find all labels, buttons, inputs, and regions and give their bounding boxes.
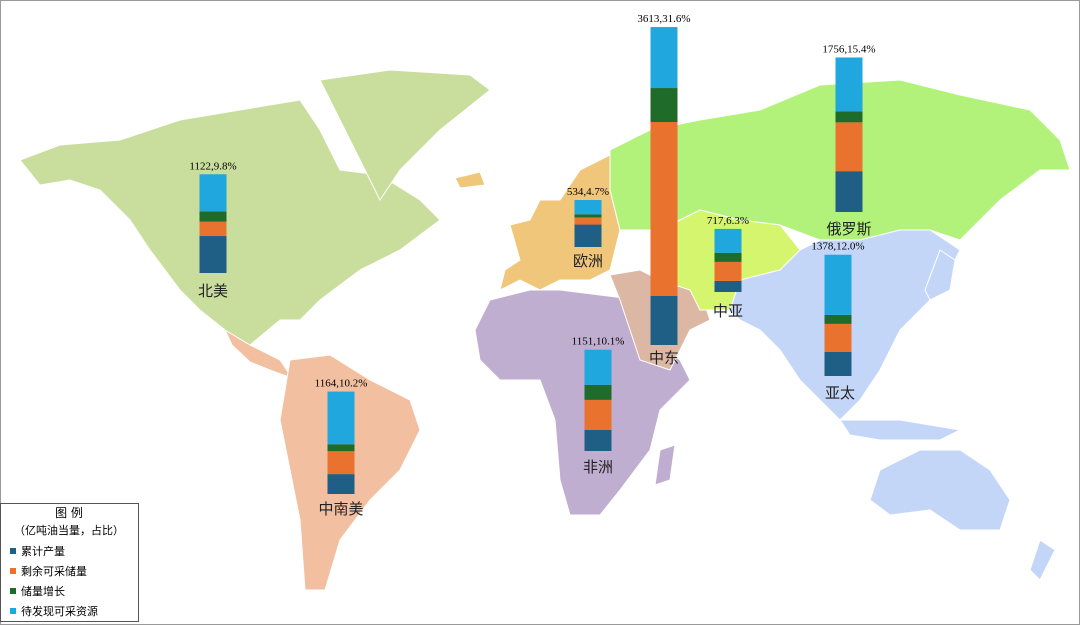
islands	[839, 419, 962, 441]
bar-segment	[824, 323, 852, 352]
bar-segment	[650, 88, 678, 123]
iceland	[454, 171, 486, 189]
bar-segment	[714, 252, 742, 262]
region-name: 中亚	[713, 302, 743, 320]
total-label: 1122,9.8%	[189, 160, 236, 172]
region-name: 俄罗斯	[826, 220, 871, 238]
bar-segment	[327, 451, 355, 475]
bar-segment	[714, 280, 742, 292]
bar-segment	[835, 111, 863, 123]
bar-segment	[574, 217, 602, 225]
bar-segment	[835, 122, 863, 172]
bar-segment	[199, 236, 227, 273]
bar-segment	[574, 214, 602, 218]
legend-box	[0, 503, 139, 622]
bar-segment	[584, 429, 612, 451]
region-name: 中南美	[318, 500, 363, 518]
japan	[924, 249, 956, 301]
bar-segment	[650, 295, 678, 345]
region-name: 中东	[649, 349, 679, 367]
legend-title: 图 例	[55, 506, 83, 520]
legend-swatch	[10, 568, 16, 574]
bar-segment	[824, 351, 852, 376]
bar-segment	[327, 474, 355, 494]
total-label: 1164,10.2%	[315, 378, 368, 390]
bar-segment	[714, 228, 742, 253]
bar-segment	[327, 444, 355, 452]
bar-segment	[824, 314, 852, 324]
bar-segment	[650, 122, 678, 296]
bar-segment	[650, 27, 678, 89]
bar-segment	[574, 224, 602, 247]
legend-swatch	[10, 608, 16, 614]
bar-segment	[199, 221, 227, 237]
greenland	[319, 69, 491, 201]
legend-label: 累计产量	[21, 544, 65, 558]
legend-label: 储量增长	[21, 584, 65, 598]
bar-segment	[824, 254, 852, 315]
bar-segment	[574, 200, 602, 215]
total-label: 534,4.7%	[567, 186, 609, 198]
total-label: 717,6.3%	[707, 215, 749, 227]
bar-segment	[584, 399, 612, 430]
bars: 1122,9.8% 北美 534,4.7% 欧洲 717,6.3% 中亚 1756,15.4…	[189, 13, 875, 518]
bar-segment	[835, 57, 863, 112]
total-label: 1151,10.1%	[572, 336, 625, 348]
central-america	[223, 328, 294, 379]
region-name: 北美	[198, 282, 228, 300]
legend-label: 剩余可采储量	[21, 564, 87, 578]
bar-segment	[199, 211, 227, 222]
total-label: 3613,31.6%	[637, 13, 690, 25]
legend-subtitle: （亿吨油当量，占比）	[14, 523, 124, 537]
bar-segment	[835, 171, 863, 212]
bar-segment	[584, 349, 612, 385]
legend-swatch	[10, 588, 16, 594]
bar-segment	[584, 384, 612, 400]
bar-segment	[199, 174, 227, 212]
new-zealand	[1029, 539, 1056, 581]
region-name: 亚太	[825, 384, 855, 402]
bar-segment	[327, 391, 355, 445]
madagascar	[654, 444, 676, 486]
north-america	[19, 99, 441, 351]
region-name: 非洲	[583, 458, 613, 476]
australia	[869, 449, 1011, 531]
total-label: 1378,12.0%	[811, 241, 864, 253]
region-name: 欧洲	[573, 252, 603, 270]
legend-swatch	[10, 548, 16, 554]
bar-segment	[714, 261, 742, 281]
legend-label: 待发现可采资源	[21, 604, 98, 618]
total-label: 1756,15.4%	[822, 43, 875, 55]
